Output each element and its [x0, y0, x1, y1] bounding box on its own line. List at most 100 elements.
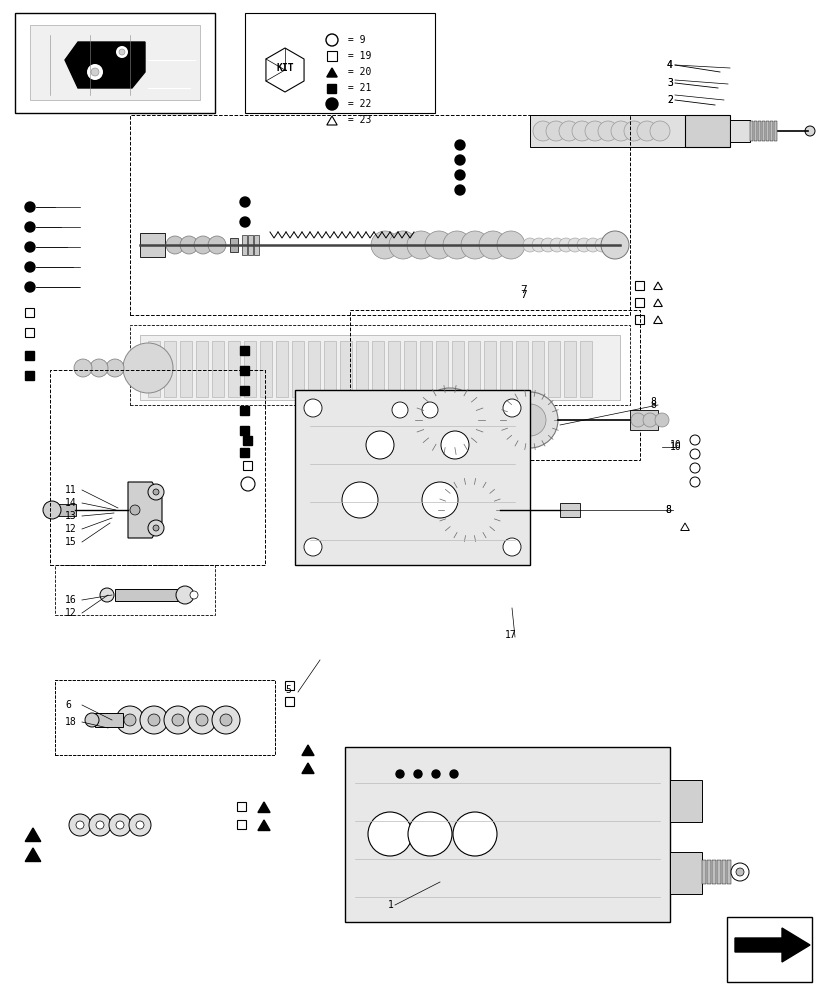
Bar [327, 51, 337, 61]
Bar [15, 13, 215, 113]
Circle shape [25, 222, 35, 232]
Bar [327, 84, 336, 93]
Circle shape [730, 863, 748, 881]
Bar [452, 341, 463, 397]
Circle shape [441, 431, 468, 459]
Circle shape [549, 238, 563, 252]
Circle shape [455, 155, 465, 165]
Bar [245, 13, 434, 113]
Circle shape [116, 46, 128, 58]
Text: 7: 7 [519, 285, 526, 295]
Bar [749, 121, 752, 141]
Text: 4: 4 [667, 60, 672, 70]
Circle shape [408, 812, 452, 856]
Circle shape [74, 359, 92, 377]
Bar [285, 696, 294, 706]
Text: = 23: = 23 [342, 115, 371, 125]
Bar [292, 341, 304, 397]
Bar [757, 121, 760, 141]
Circle shape [119, 49, 125, 55]
Circle shape [479, 231, 506, 259]
Circle shape [452, 812, 496, 856]
Circle shape [449, 770, 457, 778]
Circle shape [88, 814, 111, 836]
Circle shape [148, 484, 164, 500]
Circle shape [532, 238, 545, 252]
Text: 8: 8 [649, 400, 655, 410]
Bar [773, 121, 776, 141]
Bar [532, 341, 543, 397]
Circle shape [455, 170, 465, 180]
Bar [729, 120, 749, 142]
Text: 8: 8 [664, 505, 670, 515]
Circle shape [140, 706, 168, 734]
Circle shape [523, 238, 537, 252]
Bar [237, 820, 246, 829]
Bar [436, 341, 447, 397]
Bar [323, 341, 336, 397]
Circle shape [123, 343, 173, 393]
Circle shape [689, 477, 699, 487]
Bar [148, 341, 160, 397]
Text: 11: 11 [65, 485, 77, 495]
Circle shape [179, 236, 198, 254]
Text: 8: 8 [664, 505, 670, 515]
Circle shape [586, 238, 600, 252]
Circle shape [148, 714, 160, 726]
Bar [294, 390, 529, 565]
Bar [500, 341, 511, 397]
Bar [55, 565, 215, 615]
Circle shape [189, 591, 198, 599]
Circle shape [689, 463, 699, 473]
Circle shape [514, 404, 545, 436]
Bar [726, 860, 730, 884]
Circle shape [194, 236, 212, 254]
Circle shape [124, 714, 136, 726]
Bar [515, 341, 528, 397]
Bar [130, 115, 629, 315]
Circle shape [567, 238, 581, 252]
Text: 10: 10 [669, 442, 681, 452]
Bar [240, 406, 249, 414]
Bar [761, 121, 764, 141]
Circle shape [432, 770, 439, 778]
Polygon shape [302, 763, 313, 774]
Circle shape [558, 238, 572, 252]
Circle shape [496, 231, 524, 259]
Circle shape [391, 402, 408, 418]
Circle shape [585, 121, 605, 141]
Circle shape [424, 231, 452, 259]
Circle shape [196, 714, 208, 726]
Bar [285, 680, 294, 690]
Circle shape [422, 482, 457, 518]
Circle shape [326, 34, 337, 46]
Circle shape [366, 431, 394, 459]
Text: 8: 8 [649, 397, 655, 407]
Text: 16: 16 [65, 595, 77, 605]
Text: 15: 15 [65, 537, 77, 547]
Text: 14: 14 [65, 498, 77, 508]
Circle shape [116, 706, 144, 734]
Circle shape [212, 706, 240, 734]
Text: 1: 1 [388, 900, 394, 910]
Bar [240, 365, 249, 374]
Text: = 22: = 22 [342, 99, 371, 109]
Bar [684, 115, 729, 147]
Circle shape [100, 588, 114, 602]
Circle shape [90, 359, 108, 377]
Polygon shape [65, 42, 145, 88]
Circle shape [220, 714, 232, 726]
Circle shape [25, 202, 35, 212]
Bar [237, 802, 246, 811]
Text: = 9: = 9 [342, 35, 365, 45]
Bar [721, 860, 725, 884]
Bar [467, 341, 480, 397]
Bar [26, 308, 35, 316]
Bar [212, 341, 224, 397]
Circle shape [654, 413, 668, 427]
Bar [196, 341, 208, 397]
Circle shape [407, 231, 434, 259]
Bar [115, 589, 179, 601]
Text: 10: 10 [669, 440, 681, 450]
Bar [635, 298, 643, 306]
